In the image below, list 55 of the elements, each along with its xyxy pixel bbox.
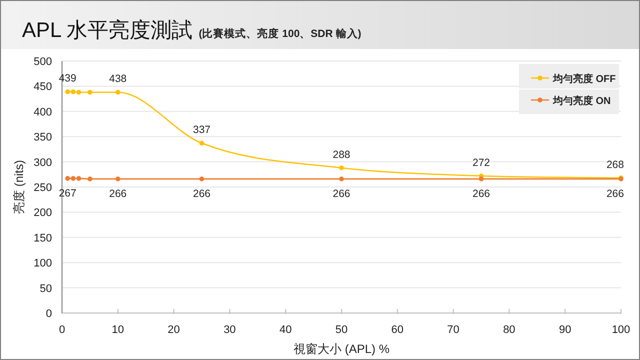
x-tick-label: 80: [503, 324, 516, 336]
point: [70, 176, 76, 181]
data-label: 266: [109, 188, 127, 200]
y-tick-label: 400: [34, 106, 52, 118]
point: [65, 176, 70, 181]
x-axis-title: 視窗大小 (APL) %: [293, 342, 390, 356]
point: [76, 90, 82, 95]
data-label: 266: [192, 188, 211, 200]
point: [478, 176, 484, 182]
point: [339, 165, 344, 170]
point: [70, 89, 76, 94]
data-label: 266: [472, 188, 490, 200]
y-tick-label: 500: [34, 56, 52, 68]
data-label: 266: [606, 188, 624, 200]
point: [76, 176, 82, 181]
point: [116, 90, 120, 95]
point: [88, 176, 92, 182]
y-tick-label: 0: [46, 308, 52, 320]
y-tick-label: 100: [34, 258, 52, 270]
data-label: 272: [472, 156, 490, 169]
data-label: 438: [109, 73, 127, 86]
point: [339, 176, 344, 182]
legend-label: 均勻亮度 OFF: [552, 73, 616, 85]
x-tick-label: 40: [279, 324, 292, 336]
data-label: 337: [192, 124, 211, 136]
x-tick-label: 10: [112, 324, 124, 336]
y-tick-label: 200: [34, 207, 52, 220]
y-tick-label: 350: [34, 132, 52, 144]
x-tick-label: 60: [391, 324, 404, 336]
point: [88, 90, 92, 95]
point: [199, 176, 204, 182]
data-label: 266: [332, 188, 350, 200]
data-label: 267: [58, 187, 77, 200]
data-label: 439: [58, 72, 77, 85]
y-tick-label: 300: [34, 156, 52, 169]
point: [116, 176, 120, 182]
chart-title: APL 水平亮度測試: [22, 19, 193, 42]
y-axis-title: 亮度 (nits): [12, 160, 26, 214]
x-tick-label: 70: [447, 324, 460, 336]
legend-label: 均勻亮度 ON: [552, 95, 611, 107]
point: [65, 89, 70, 94]
x-tick-label: 0: [58, 324, 66, 336]
point: [199, 140, 204, 146]
y-tick-label: 50: [40, 282, 52, 295]
x-tick-label: 50: [335, 324, 348, 336]
y-tick-label: 450: [34, 81, 52, 94]
y-tick-label: 150: [34, 232, 52, 244]
data-label: 288: [332, 148, 350, 161]
y-tick-label: 250: [34, 182, 52, 194]
x-tick-label: 100: [612, 324, 630, 336]
x-tick-label: 30: [224, 324, 236, 336]
x-tick-label: 90: [558, 324, 572, 336]
data-label: 268: [606, 158, 624, 171]
chart-subtitle: (比賽模式、亮度 100、SDR 輸入): [198, 27, 362, 40]
x-tick-label: 20: [168, 324, 180, 336]
